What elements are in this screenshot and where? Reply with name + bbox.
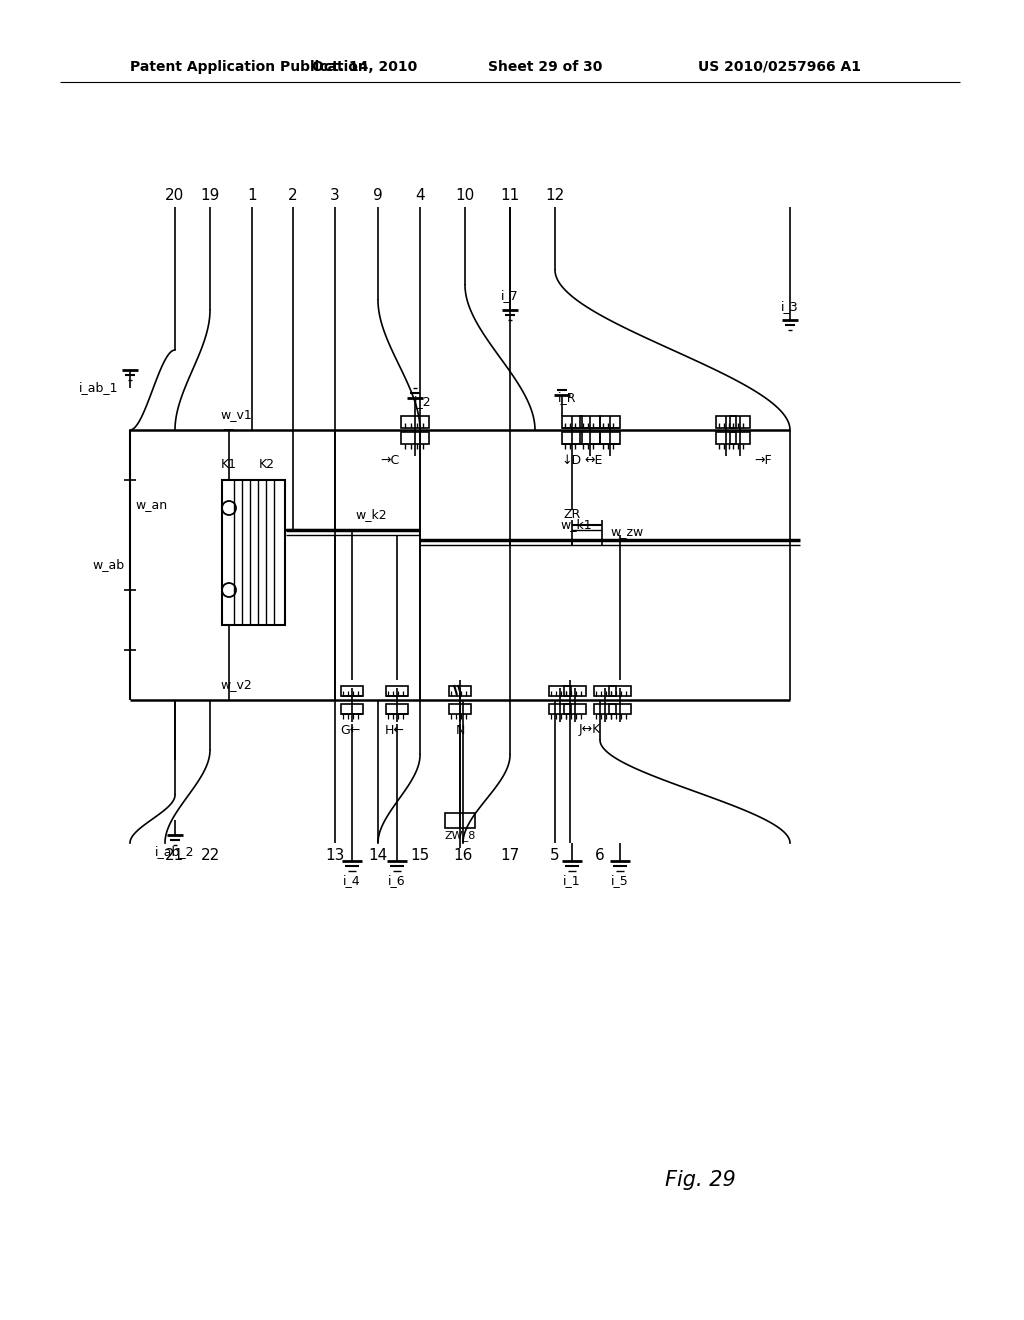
Text: 19: 19	[201, 187, 220, 202]
Text: i_4: i_4	[343, 874, 360, 887]
Bar	[564, 704, 586, 714]
Text: N: N	[456, 723, 465, 737]
Text: 4: 4	[415, 187, 425, 202]
Bar	[716, 432, 736, 444]
Text: i_1: i_1	[563, 874, 581, 887]
Text: 17: 17	[501, 847, 519, 862]
Text: i_ab_1: i_ab_1	[79, 381, 118, 395]
Bar	[594, 704, 616, 714]
Text: 10: 10	[456, 187, 475, 202]
Text: i_R: i_R	[558, 392, 577, 404]
Bar	[600, 416, 620, 428]
Text: ZR: ZR	[564, 508, 582, 521]
Text: i_2: i_2	[414, 396, 432, 408]
Bar	[730, 432, 750, 444]
Bar	[386, 686, 408, 696]
Text: 15: 15	[411, 847, 430, 862]
Text: US 2010/0257966 A1: US 2010/0257966 A1	[698, 59, 861, 74]
Text: 13: 13	[326, 847, 345, 862]
Bar	[401, 416, 429, 428]
Text: i_7: i_7	[501, 289, 519, 302]
Text: Sheet 29 of 30: Sheet 29 of 30	[487, 59, 602, 74]
Text: 6: 6	[595, 847, 605, 862]
Text: 5: 5	[550, 847, 560, 862]
Text: 22: 22	[201, 847, 219, 862]
Bar	[580, 416, 600, 428]
Text: w_k1: w_k1	[560, 519, 592, 532]
Text: →F: →F	[754, 454, 772, 466]
Bar	[222, 480, 285, 624]
Text: 11: 11	[501, 187, 519, 202]
Bar	[562, 432, 582, 444]
Bar	[341, 686, 362, 696]
Text: ZW_8: ZW_8	[444, 830, 476, 841]
Text: K2: K2	[259, 458, 275, 471]
Text: K1: K1	[221, 458, 237, 471]
Text: w_zw: w_zw	[610, 525, 643, 539]
Bar	[549, 686, 571, 696]
Text: 3: 3	[330, 187, 340, 202]
Text: i_3: i_3	[781, 301, 799, 314]
Text: i_6: i_6	[388, 874, 406, 887]
Text: →C: →C	[381, 454, 400, 466]
Text: 2: 2	[288, 187, 298, 202]
Bar	[564, 686, 586, 696]
Bar	[549, 704, 571, 714]
Bar	[594, 686, 616, 696]
Bar	[730, 416, 750, 428]
Text: i_5: i_5	[611, 874, 629, 887]
Bar	[580, 432, 600, 444]
Text: J↔K: J↔K	[579, 723, 601, 737]
Text: w_k2: w_k2	[355, 508, 387, 521]
Bar	[449, 686, 471, 696]
Bar	[449, 704, 471, 714]
Text: ↔E: ↔E	[585, 454, 603, 466]
Text: w_v2: w_v2	[220, 678, 252, 692]
Text: w_v1: w_v1	[220, 408, 252, 421]
Text: w_ab: w_ab	[93, 558, 125, 572]
Bar	[445, 813, 475, 828]
Bar	[609, 704, 631, 714]
Bar	[386, 704, 408, 714]
Text: 20: 20	[165, 187, 184, 202]
Bar	[600, 432, 620, 444]
Text: Oct. 14, 2010: Oct. 14, 2010	[312, 59, 418, 74]
Text: H←: H←	[385, 723, 404, 737]
Bar	[401, 432, 429, 444]
Bar	[562, 416, 582, 428]
Text: 16: 16	[454, 847, 473, 862]
Text: 21: 21	[165, 847, 184, 862]
Text: i_ab_2: i_ab_2	[156, 846, 195, 858]
Text: 9: 9	[373, 187, 383, 202]
Text: 14: 14	[369, 847, 388, 862]
Text: Patent Application Publication: Patent Application Publication	[130, 59, 368, 74]
Text: ↓D: ↓D	[562, 454, 582, 466]
Text: 12: 12	[546, 187, 564, 202]
Bar	[341, 704, 362, 714]
Text: 1: 1	[247, 187, 257, 202]
Text: w_an: w_an	[135, 499, 167, 511]
Text: Fig. 29: Fig. 29	[665, 1170, 735, 1191]
Text: G←: G←	[340, 723, 360, 737]
Bar	[716, 416, 736, 428]
Bar	[609, 686, 631, 696]
